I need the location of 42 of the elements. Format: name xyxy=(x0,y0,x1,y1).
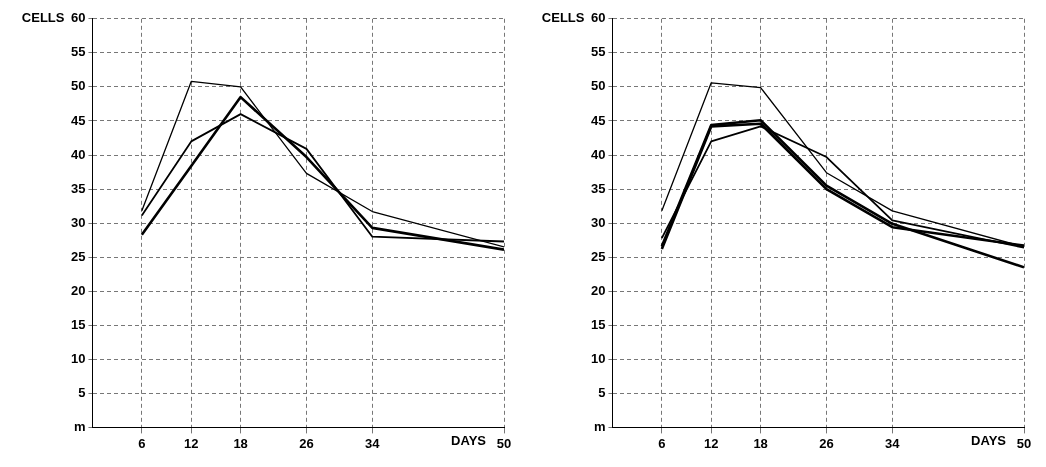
y-tick-label: 60 xyxy=(590,10,606,26)
x-tick-label: 6 xyxy=(138,435,146,451)
x-tick-label: 34 xyxy=(365,435,381,451)
y-tick-label: 15 xyxy=(590,316,606,332)
y-tick-label: 10 xyxy=(590,350,606,366)
y-tick-label: 25 xyxy=(590,248,606,264)
y-axis-title: CELLS xyxy=(21,10,65,26)
y-tick-label: m xyxy=(593,418,606,434)
y-tick-label: 10 xyxy=(70,350,86,366)
x-tick-label: 18 xyxy=(753,435,768,451)
y-tick-label: m xyxy=(73,418,86,434)
x-tick-label: 12 xyxy=(704,435,719,451)
y-axis-title: CELLS xyxy=(541,10,585,26)
x-tick-label: 18 xyxy=(233,435,248,451)
x-tick-label: 50 xyxy=(496,435,512,451)
x-tick-label: 6 xyxy=(658,435,666,451)
y-tick-label: 45 xyxy=(590,112,606,128)
y-tick-label: 20 xyxy=(590,282,606,298)
x-axis-title: DAYS xyxy=(451,433,487,449)
y-tick-label: 50 xyxy=(70,78,86,94)
y-tick-label: 15 xyxy=(70,316,86,332)
y-tick-label: 25 xyxy=(70,248,86,264)
y-tick-label: 30 xyxy=(70,214,86,230)
y-tick-label: 45 xyxy=(70,112,86,128)
y-tick-label: 60 xyxy=(70,10,86,26)
x-tick-label: 34 xyxy=(885,435,901,451)
y-tick-label: 40 xyxy=(590,146,606,162)
y-tick-label: 40 xyxy=(70,146,86,162)
x-axis-title: DAYS xyxy=(971,433,1007,449)
x-tick-label: 26 xyxy=(299,435,314,451)
y-tick-label: 30 xyxy=(590,214,606,230)
x-tick-label: 50 xyxy=(1016,435,1032,451)
y-tick-label: 20 xyxy=(70,282,86,298)
y-tick-label: 55 xyxy=(590,44,606,60)
x-tick-label: 26 xyxy=(819,435,834,451)
y-tick-label: 50 xyxy=(590,78,606,94)
y-tick-label: 35 xyxy=(590,180,606,196)
y-tick-label: 5 xyxy=(598,384,606,400)
y-tick-label: 35 xyxy=(70,180,86,196)
x-tick-label: 12 xyxy=(184,435,199,451)
y-tick-label: 5 xyxy=(78,384,86,400)
y-tick-label: 55 xyxy=(70,44,86,60)
